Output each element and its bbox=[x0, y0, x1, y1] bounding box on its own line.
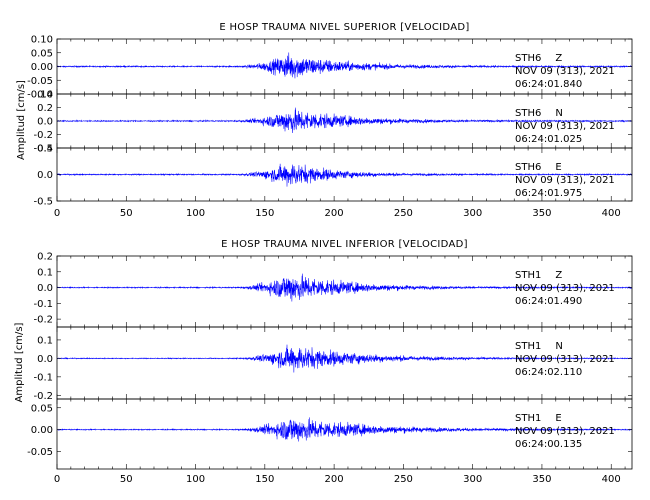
panel-frame bbox=[56, 398, 633, 470]
waveform-trace bbox=[56, 107, 633, 133]
y-tick-label: -0.10 bbox=[27, 90, 53, 101]
station-code: STH6 bbox=[515, 108, 541, 119]
trace-panel-sth1-e: -0.05 0.00 0.05 STH1 E NOV 09 (313), 2021 06:2… bbox=[27, 398, 633, 470]
x-tick-label: 250 bbox=[394, 474, 413, 485]
station-code: STH1 bbox=[515, 413, 541, 424]
x-tick-label: 350 bbox=[532, 474, 551, 485]
record-time: 06:24:00.135 bbox=[515, 439, 582, 450]
y-tick-label: 0.5 bbox=[37, 144, 53, 155]
chart-title: E HOSP TRAUMA NIVEL SUPERIOR [VELOCIDAD] bbox=[219, 22, 469, 33]
component-code: Z bbox=[555, 270, 562, 281]
y-tick-label: 0.4 bbox=[37, 90, 53, 101]
seismogram-chart-1: E HOSP TRAUMA NIVEL SUPERIOR [VELOCIDAD]… bbox=[16, 22, 633, 219]
y-tick-label: 0.0 bbox=[37, 170, 53, 181]
seismogram-chart-2: E HOSP TRAUMA NIVEL INFERIOR [VELOCIDAD]… bbox=[14, 239, 633, 485]
record-date: NOV 09 (313), 2021 bbox=[515, 66, 615, 77]
waveform-trace bbox=[56, 273, 633, 302]
waveform-trace bbox=[56, 52, 633, 79]
component-code: E bbox=[555, 162, 561, 173]
trace-panel-sth6-e: -0.5 0.0 0.5 STH6 E NOV 09 (313), 2021 06:24:0… bbox=[33, 144, 633, 208]
x-tick-label: 200 bbox=[325, 208, 344, 219]
record-date: NOV 09 (313), 2021 bbox=[515, 283, 615, 294]
y-tick-label: 0.00 bbox=[31, 62, 53, 73]
station-component-label: STH6 Z bbox=[515, 53, 562, 64]
station-code: STH1 bbox=[515, 341, 541, 352]
y-tick-label: 0.05 bbox=[31, 403, 53, 414]
component-code: E bbox=[555, 413, 561, 424]
x-tick-label: 150 bbox=[255, 474, 274, 485]
station-component-label: STH1 E bbox=[515, 413, 562, 424]
component-code: N bbox=[555, 108, 562, 119]
x-tick-label: 300 bbox=[463, 208, 482, 219]
record-date: NOV 09 (313), 2021 bbox=[515, 426, 615, 437]
x-tick-label: 0 bbox=[54, 474, 60, 485]
x-tick-label: 100 bbox=[186, 208, 205, 219]
waveform-trace bbox=[56, 344, 633, 373]
y-tick-label: 0.05 bbox=[31, 48, 53, 59]
record-date: NOV 09 (313), 2021 bbox=[515, 175, 615, 186]
y-tick-label: 0.2 bbox=[37, 103, 53, 114]
record-date: NOV 09 (313), 2021 bbox=[515, 121, 615, 132]
y-tick-label: 0.00 bbox=[31, 425, 53, 436]
x-tick-label: 200 bbox=[325, 474, 344, 485]
trace-panel-sth6-z: -0.10 -0.05 0.00 0.05 0.10 STH6 Z NOV 09 (313),… bbox=[27, 35, 633, 101]
y-tick-label: 0.2 bbox=[37, 252, 53, 263]
y-tick-label: -0.1 bbox=[33, 299, 53, 310]
station-code: STH6 bbox=[515, 162, 541, 173]
y-tick-label: -0.2 bbox=[33, 391, 53, 402]
record-time: 06:24:01.025 bbox=[515, 134, 582, 145]
y-tick-label: -0.05 bbox=[27, 76, 53, 87]
y-tick-label: -0.1 bbox=[33, 372, 53, 383]
component-code: N bbox=[555, 341, 562, 352]
record-time: 06:24:01.975 bbox=[515, 188, 582, 199]
y-tick-label: 0.10 bbox=[31, 35, 53, 46]
trace-panel-sth1-z: -0.2 -0.1 0.0 0.1 0.2 STH1 Z NOV 09 (313), 2021… bbox=[33, 252, 633, 328]
waveform-trace bbox=[56, 417, 633, 442]
record-date: NOV 09 (313), 2021 bbox=[515, 354, 615, 365]
x-tick-label: 300 bbox=[463, 474, 482, 485]
y-tick-label: -0.5 bbox=[33, 197, 53, 208]
station-code: STH1 bbox=[515, 270, 541, 281]
y-axis-label: Amplitud [cm/s] bbox=[14, 322, 25, 402]
waveform-trace bbox=[56, 163, 633, 187]
chart-title: E HOSP TRAUMA NIVEL INFERIOR [VELOCIDAD] bbox=[221, 239, 468, 250]
x-tick-label: 250 bbox=[394, 208, 413, 219]
y-tick-label: -0.2 bbox=[33, 130, 53, 141]
record-time: 06:24:01.840 bbox=[515, 79, 582, 90]
x-tick-label: 400 bbox=[602, 208, 621, 219]
station-code: STH6 bbox=[515, 53, 541, 64]
x-tick-label: 50 bbox=[120, 474, 133, 485]
station-component-label: STH1 N bbox=[515, 341, 563, 352]
y-tick-label: -0.2 bbox=[33, 315, 53, 326]
record-time: 06:24:01.490 bbox=[515, 296, 582, 307]
trace-panel-sth6-n: -0.4 -0.2 0.0 0.2 0.4 STH6 N NOV 09 (313), 2021… bbox=[33, 90, 633, 155]
trace-panel-sth1-n: -0.2 -0.1 0.0 0.1 STH1 N NOV 09 (313), 2021 06:… bbox=[33, 326, 633, 402]
x-tick-label: 50 bbox=[120, 208, 133, 219]
x-tick-label: 0 bbox=[54, 208, 60, 219]
y-tick-label: 0.1 bbox=[37, 267, 53, 278]
x-tick-label: 400 bbox=[602, 474, 621, 485]
y-tick-label: 0.0 bbox=[37, 283, 53, 294]
component-code: Z bbox=[555, 53, 562, 64]
x-tick-label: 150 bbox=[255, 208, 274, 219]
station-component-label: STH6 E bbox=[515, 162, 562, 173]
x-tick-label: 100 bbox=[186, 474, 205, 485]
y-tick-label: 0.1 bbox=[37, 335, 53, 346]
station-component-label: STH6 N bbox=[515, 108, 563, 119]
y-tick-label: 0.0 bbox=[37, 117, 53, 128]
y-tick-label: -0.05 bbox=[27, 447, 53, 458]
station-component-label: STH1 Z bbox=[515, 270, 562, 281]
y-axis-label: Amplitud [cm/s] bbox=[16, 80, 27, 160]
y-tick-label: 0.0 bbox=[37, 354, 53, 365]
x-tick-label: 350 bbox=[532, 208, 551, 219]
y-tick-label: -0.4 bbox=[33, 144, 53, 155]
record-time: 06:24:02.110 bbox=[515, 367, 582, 378]
